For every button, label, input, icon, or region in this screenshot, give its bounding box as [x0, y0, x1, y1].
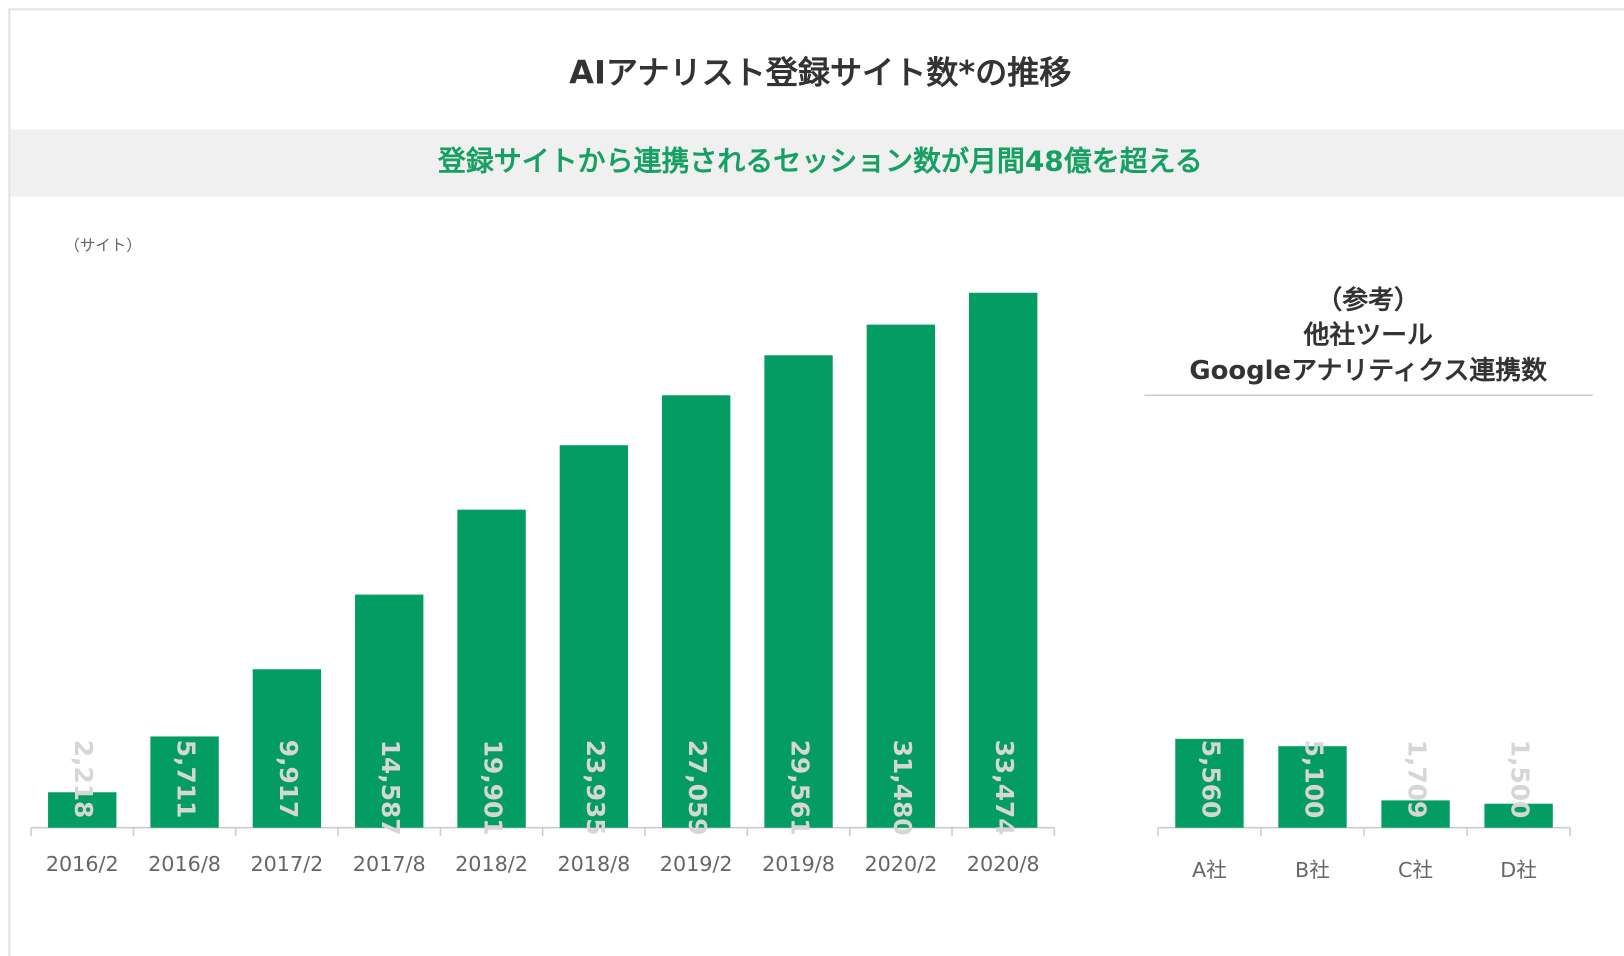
panel-title: Googleアナリティクス連携数 [1189, 355, 1547, 386]
value-label: 29,561 [786, 740, 815, 836]
bar [355, 594, 424, 828]
x-tick-label: 2018/8 [557, 852, 630, 876]
bar [252, 669, 322, 828]
bar [150, 736, 219, 828]
x-tick-label: 2019/2 [660, 852, 733, 876]
x-tick-label: 2019/8 [762, 852, 835, 876]
bar [1381, 800, 1450, 828]
x-tick-label: D社 [1500, 858, 1537, 882]
subtitle-band [10, 129, 1624, 197]
value-label: 19,901 [479, 740, 508, 836]
panel-title: （参考） [1316, 285, 1419, 316]
x-tick-label: 2017/8 [353, 852, 426, 876]
bar [662, 395, 731, 828]
chart-title: AIアナリスト登録サイト数*の推移 [569, 54, 1071, 92]
value-label: 1,500 [1506, 740, 1535, 819]
value-label: 23,935 [581, 740, 610, 836]
value-label: 14,587 [376, 740, 405, 836]
bar [764, 355, 833, 828]
x-tick-label: 2018/2 [455, 852, 528, 876]
value-label: 27,059 [683, 740, 712, 836]
x-tick-label: C社 [1398, 858, 1433, 882]
bar [969, 292, 1038, 828]
value-label: 2,218 [69, 740, 98, 819]
bar [1175, 738, 1244, 828]
x-tick-label: B社 [1295, 858, 1330, 882]
x-tick-label: 2020/8 [967, 852, 1040, 876]
value-label: 5,560 [1196, 740, 1225, 819]
value-label: 1,709 [1403, 740, 1432, 819]
bar [559, 445, 629, 828]
value-label: 9,917 [274, 740, 303, 819]
value-label: 31,480 [888, 740, 917, 836]
x-tick-label: 2016/2 [46, 852, 119, 876]
value-label: 5,100 [1300, 740, 1329, 819]
bar [866, 324, 936, 828]
x-tick-label: A社 [1192, 858, 1227, 882]
x-tick-label: 2020/2 [864, 852, 937, 876]
bar [457, 509, 526, 828]
bar [1484, 803, 1553, 828]
bar [48, 792, 117, 828]
x-tick-label: 2017/2 [250, 852, 323, 876]
x-tick-label: 2016/8 [148, 852, 221, 876]
y-axis-label: （サイト） [64, 237, 142, 255]
panel-title: 他社ツール [1302, 320, 1433, 351]
subtitle: 登録サイトから連携されるセッション数が月間48億を超える [437, 144, 1203, 177]
value-label: 33,474 [990, 740, 1019, 836]
value-label: 5,711 [172, 740, 201, 819]
bar [1278, 746, 1347, 828]
